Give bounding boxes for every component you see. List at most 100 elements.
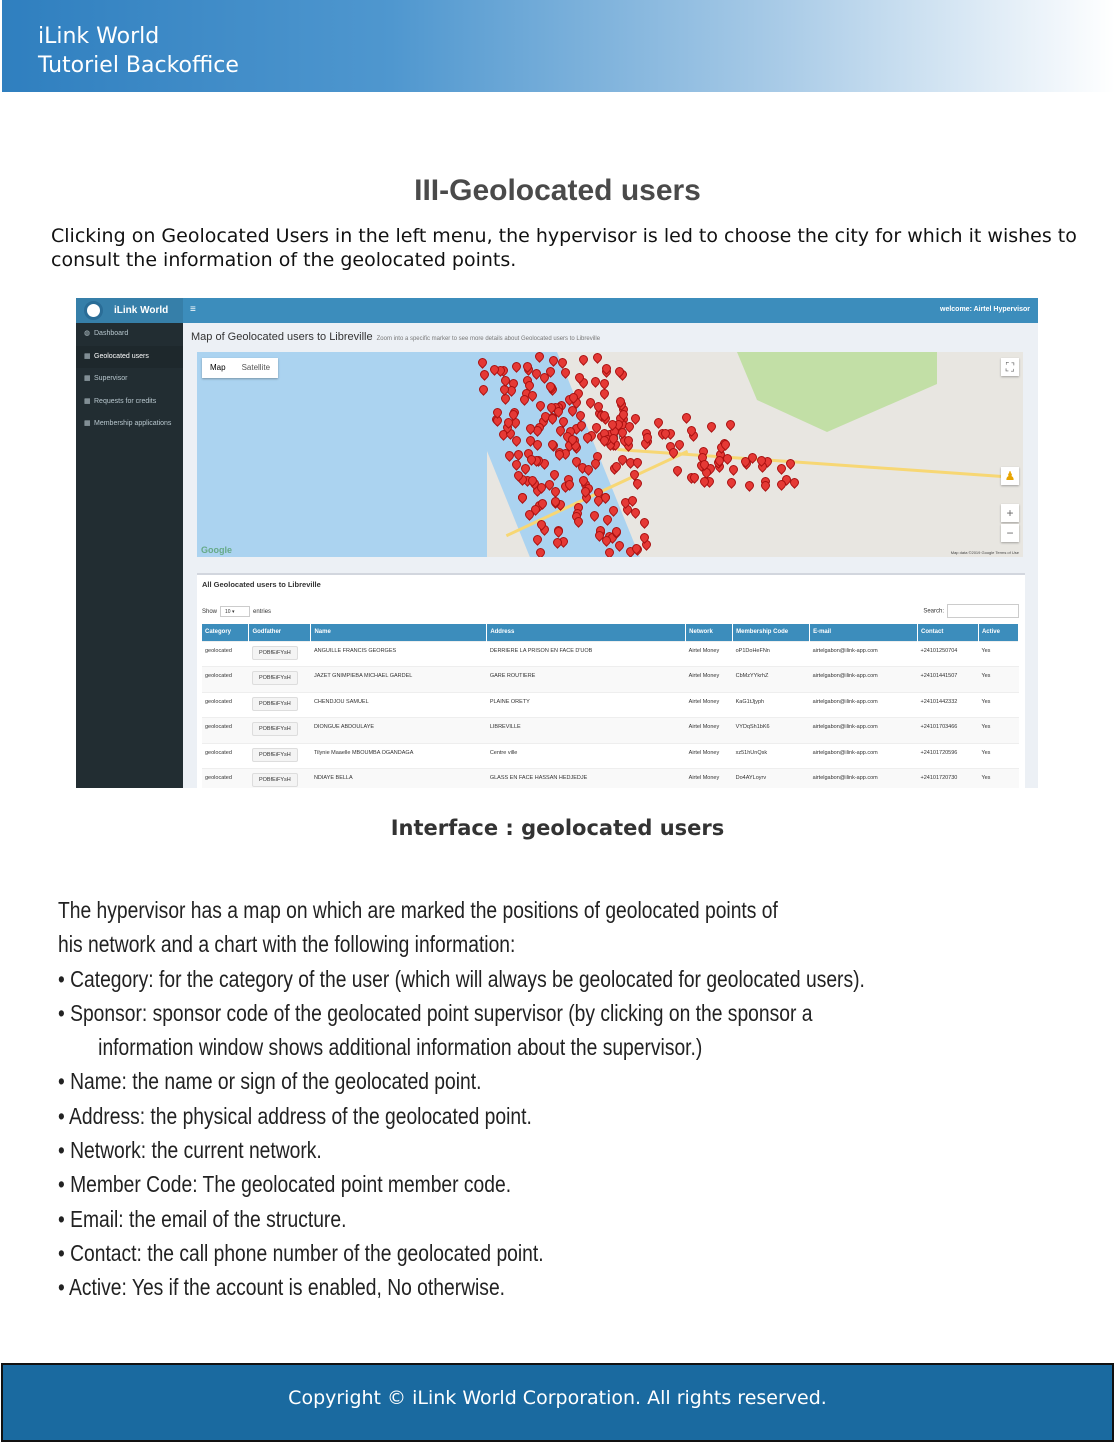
table-cell: Tilynie Maaelle MBOUMBA OGANDAGA	[310, 742, 487, 769]
table-cell: Do4AYLoyrv	[732, 768, 810, 788]
cell-text: +24101442332	[920, 698, 958, 705]
geolocation-map[interactable]: ville Map Satellite ⛶ ♟ + − Google Map d…	[197, 352, 1023, 557]
column-header[interactable]: Contact	[917, 624, 979, 641]
map-marker-icon[interactable]	[577, 352, 591, 366]
app-logo[interactable]: iLink World	[76, 298, 183, 323]
cell-text: airtelgabon@ilink-app.com	[812, 698, 878, 705]
cell-text: KaG1tJjyph	[735, 698, 765, 705]
cell-text: geolocated	[205, 749, 232, 756]
column-header[interactable]: E-mail	[809, 624, 918, 641]
table-cell: Yes	[978, 717, 1019, 743]
zoom-out-button[interactable]: −	[1001, 524, 1019, 542]
map-marker-icon[interactable]	[652, 416, 666, 429]
column-header[interactable]: Address	[486, 624, 687, 641]
map-marker-icon[interactable]	[597, 386, 611, 400]
table-cell: Yes	[978, 691, 1019, 718]
menu-toggle-icon[interactable]: ≡	[190, 304, 196, 315]
bullet-item: • Contact: the call phone number of the …	[58, 1239, 544, 1266]
map-marker-icon[interactable]	[631, 456, 645, 470]
cell-text: Airtel Money	[688, 775, 720, 781]
zoom-in-button[interactable]: +	[1001, 504, 1019, 522]
sidebar-item-membership-applications[interactable]: ▦ Membership applications	[76, 413, 183, 436]
bullet-item: • Network: the current network.	[58, 1137, 322, 1164]
globe-icon	[84, 301, 103, 320]
column-header[interactable]: Category	[202, 624, 250, 641]
app-topbar: iLink World ≡ welcome: Airtel Hypervisor	[76, 298, 1038, 323]
document-header: iLink World Tutoriel Backoffice	[2, 0, 1115, 92]
map-marker-icon[interactable]	[631, 477, 645, 491]
cell-text: Yes	[981, 775, 991, 781]
table-cell: geolocated	[202, 691, 249, 718]
godfather-button[interactable]: POBfEiFYsH	[251, 773, 298, 787]
cell-text: Do4AYLoyrv	[735, 775, 767, 781]
cell-text: geolocated	[205, 724, 232, 730]
map-type-map[interactable]: Map	[210, 363, 226, 372]
column-header[interactable]: Active	[978, 624, 1020, 641]
welcome-user[interactable]: welcome: Airtel Hypervisor	[940, 306, 1030, 313]
table-cell: JAZET GNIMPIEBA MICHAEL GARDEL	[310, 666, 487, 692]
table-cell: Yes	[978, 640, 1019, 667]
table-cell: DERRIERE LA PRISON EN FACE D'UOB	[486, 640, 686, 667]
column-header[interactable]: Godfather	[248, 624, 312, 641]
entries-select[interactable]: 10 ▾	[220, 606, 251, 617]
map-marker-icon[interactable]	[680, 410, 693, 424]
map-marker-icon[interactable]	[727, 463, 741, 477]
map-type-control: Map Satellite	[202, 358, 279, 378]
column-header[interactable]: Membership Code	[732, 624, 811, 641]
figure-caption: Interface : geolocated users	[390, 816, 725, 840]
godfather-button[interactable]: POBfEiFYsH	[251, 747, 298, 762]
sidebar-item-geolocated-users[interactable]: ▦ Geolocated users	[76, 345, 183, 368]
entries-control: Show 10 ▾ entries	[202, 606, 271, 617]
map-marker-icon[interactable]	[704, 420, 718, 434]
cell-text: CHENDJOU SAMUEL	[313, 698, 369, 705]
cell-text: airtelgabon@ilink-app.com	[812, 775, 878, 781]
sidebar-item-requests-for-credits[interactable]: ▦ Requests for credits	[76, 391, 183, 414]
map-marker-icon[interactable]	[725, 476, 739, 490]
cell-text: NDIAYE BELLA	[313, 775, 353, 781]
body-text: The hypervisor has a map on which are ma…	[58, 893, 1075, 1305]
godfather-button[interactable]: POBfEiFYsH	[251, 722, 298, 736]
map-marker-icon[interactable]	[591, 352, 605, 364]
users-table-box: All Geolocated users to Libreville Show 1…	[197, 573, 1025, 788]
column-header[interactable]: Network	[685, 624, 734, 641]
table-cell: DIONGUE ABDOULAYE	[310, 717, 487, 743]
cell-text: ANGUILLE FRANCIS GEORGES	[313, 647, 397, 654]
table-cell: geolocated	[202, 768, 249, 788]
table-cell: NDIAYE BELLA	[310, 768, 487, 788]
table-row: geolocated POBfEiFYsH NDIAYE BELLA GLASS EN…	[202, 768, 1019, 788]
map-marker-icon[interactable]	[638, 515, 651, 529]
cell-text: GLASS EN FACE HASSAN HEDJEDJE	[489, 775, 588, 781]
table-cell: POBfEiFYsH	[248, 666, 311, 692]
cell-text: +24101703466	[920, 724, 958, 730]
table-cell: GARE ROUTIERE	[486, 666, 686, 692]
sidebar-item-supervisor[interactable]: ▦ Supervisor	[76, 368, 183, 391]
cell-text: Airtel Money	[688, 724, 720, 730]
table-cell: POBfEiFYsH	[248, 742, 311, 769]
map-marker-icon[interactable]	[742, 479, 756, 493]
users-icon: ▦	[84, 420, 91, 427]
sidebar-label: Requests for credits	[94, 397, 157, 405]
users-icon: ▦	[84, 397, 91, 405]
map-attribution[interactable]: Map data ©2019 Google Terms of Use	[950, 550, 1019, 555]
cell-text: Yes	[981, 647, 991, 654]
cell-text: PLAINE ORETY	[489, 698, 530, 705]
godfather-button[interactable]: POBfEiFYsH	[251, 671, 298, 685]
fullscreen-icon[interactable]: ⛶	[1001, 358, 1019, 376]
cell-text: +24101250704	[920, 647, 958, 654]
map-type-satellite[interactable]: Satellite	[241, 363, 271, 372]
cell-text: JAZET GNIMPIEBA MICHAEL GARDEL	[313, 673, 413, 679]
search-input[interactable]	[947, 604, 1019, 618]
table-cell: geolocated	[202, 717, 249, 743]
sidebar-item-dashboard[interactable]: ◍ Dashboard	[76, 323, 183, 346]
sidebar-label: Supervisor	[94, 375, 128, 382]
map-marker-icon[interactable]	[723, 418, 737, 431]
map-marker-icon[interactable]	[670, 464, 684, 477]
table-cell: POBfEiFYsH	[248, 717, 311, 743]
table-cell: oP1DoHeFNn	[732, 640, 810, 667]
godfather-button[interactable]: POBfEiFYsH	[251, 645, 298, 660]
godfather-button[interactable]: POBfEiFYsH	[251, 696, 298, 711]
table-row: geolocated POBfEiFYsH Tilynie Maaelle MBOU…	[202, 742, 1019, 769]
column-header[interactable]: Name	[310, 624, 488, 641]
street-view-icon[interactable]: ♟	[1001, 467, 1019, 485]
entries-label: entries	[253, 609, 272, 616]
